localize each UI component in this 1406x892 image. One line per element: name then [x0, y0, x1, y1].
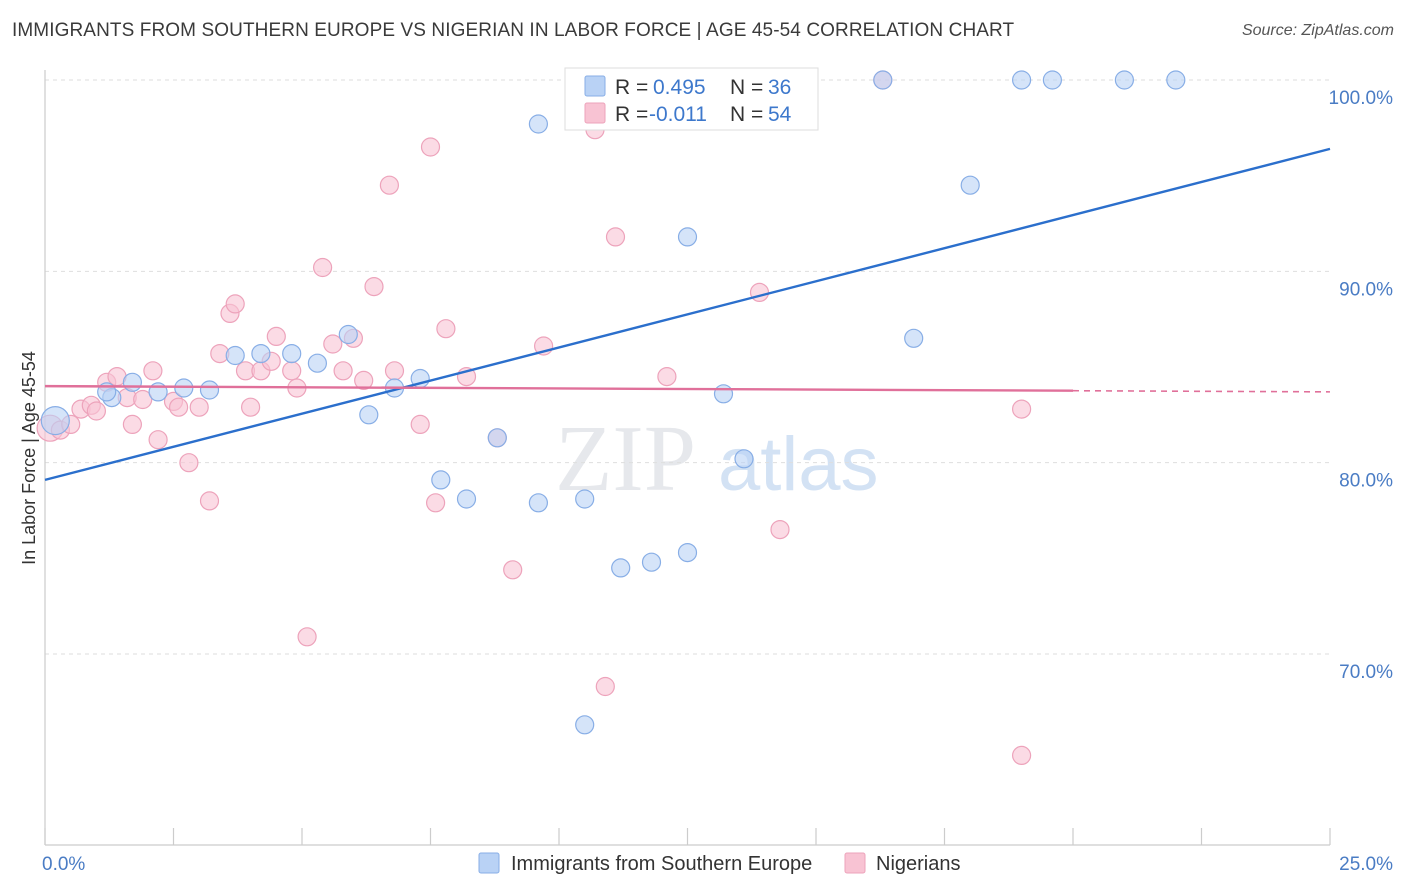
- nigerian-point-46: [595, 676, 615, 697]
- southern-europe-point-34: [1166, 70, 1186, 90]
- nigerian-point-52: [1011, 399, 1032, 419]
- stats-r-label-2: R =: [615, 103, 648, 126]
- y-tick-label-80: 80.0%: [1339, 471, 1393, 492]
- nigerian-point-30: [323, 334, 343, 354]
- nigerian-point-49: [749, 282, 770, 302]
- southern-europe-point-15: [431, 470, 451, 490]
- nigerian-point-5: [86, 401, 107, 421]
- stats-n-label-1: N =: [730, 76, 763, 99]
- legend-label-southern-europe: Immigrants from Southern Europe: [511, 853, 812, 875]
- chart-title: IMMIGRANTS FROM SOUTHERN EUROPE VS NIGER…: [12, 20, 1015, 41]
- trend-line-nigerians: [44, 384, 1074, 392]
- stats-r-label-1: R =: [615, 76, 648, 99]
- y-tick-label-70: 70.0%: [1339, 662, 1393, 683]
- southern-europe-point-12: [359, 405, 379, 425]
- southern-europe-point-26: [734, 449, 754, 469]
- nigerian-point-25: [266, 326, 286, 346]
- y-tick-label-90: 90.0%: [1339, 279, 1393, 300]
- x-tick-label-min: 0.0%: [42, 854, 85, 875]
- nigerian-point-14: [169, 397, 189, 417]
- nigerian-point-9: [122, 414, 142, 434]
- stats-r-value-1: 0.495: [653, 76, 706, 99]
- nigerian-point-34: [364, 277, 384, 297]
- southern-europe-point-23: [677, 227, 698, 247]
- legend-swatch-nigerians: [844, 852, 866, 874]
- southern-europe-point-29: [904, 328, 924, 348]
- nigerian-point-39: [426, 493, 446, 513]
- stats-n-label-2: N =: [730, 103, 763, 126]
- southern-europe-point-8: [251, 344, 271, 364]
- southern-europe-point-16: [456, 489, 477, 509]
- y-tick-labels: 70.0% 80.0% 90.0% 100.0%: [1329, 88, 1394, 683]
- legend-label-nigerians: Nigerians: [876, 853, 960, 875]
- southern-europe-point-31: [1011, 70, 1032, 90]
- stats-r-value-2: -0.011: [649, 103, 707, 126]
- southern-europe-point-18: [528, 114, 549, 134]
- trend-lines: [44, 147, 1331, 482]
- southern-europe-point-6: [199, 380, 220, 400]
- southern-europe-point-22: [641, 552, 662, 572]
- southern-europe-point-20: [575, 489, 595, 509]
- trend-line-southern-europe: [44, 147, 1331, 482]
- southern-europe-point-9: [282, 344, 302, 364]
- southern-europe-point-30: [960, 175, 980, 195]
- trend-line-nigerians-extrapolated: [1072, 389, 1331, 393]
- x-axis-ticks: [44, 828, 1331, 845]
- x-tick-label-max: 25.0%: [1339, 854, 1393, 875]
- southern-europe-point-10: [307, 353, 327, 373]
- stats-swatch-blue: [584, 75, 606, 97]
- southern-europe-point-0: [40, 406, 70, 436]
- southern-europe-point-21: [611, 558, 631, 578]
- southern-europe-point-11: [338, 324, 358, 345]
- nigerian-point-47: [605, 227, 626, 247]
- stats-n-value-1: 36: [768, 76, 791, 99]
- bottom-legend: Immigrants from Southern Europe Nigerian…: [478, 852, 960, 875]
- nigerian-point-16: [189, 397, 209, 417]
- southern-europe-point-28: [873, 70, 893, 90]
- nigerian-point-38: [420, 137, 441, 157]
- southern-europe-point-17: [487, 428, 507, 448]
- nigerian-point-26: [282, 361, 302, 381]
- nigerian-point-29: [313, 257, 333, 278]
- nigerian-point-43: [503, 560, 523, 580]
- southern-europe-point-35: [575, 715, 595, 735]
- southern-europe-point-19: [528, 493, 549, 513]
- stats-legend-box: R = 0.495 N = 36 R = -0.011 N = 54: [564, 67, 819, 131]
- southern-europe-point-7: [225, 345, 245, 366]
- nigerian-point-10: [133, 389, 153, 410]
- nigerian-point-35: [379, 175, 399, 195]
- nigerian-point-28: [297, 627, 317, 647]
- nigerian-point-37: [410, 414, 430, 434]
- nigerian-point-53: [1011, 745, 1032, 766]
- nigerian-point-17: [199, 491, 220, 511]
- watermark: ZIP atlas: [555, 407, 879, 511]
- nigerian-point-20: [225, 294, 245, 314]
- nigerian-point-48: [657, 367, 677, 387]
- nigerian-point-12: [148, 430, 168, 450]
- nigerian-point-36: [384, 361, 405, 381]
- nigerian-point-50: [770, 519, 790, 540]
- southern-europe-point-25: [713, 384, 734, 404]
- nigerian-point-22: [241, 397, 261, 417]
- y-axis-title: In Labor Force | Age 45-54: [19, 351, 39, 565]
- stats-swatch-pink: [584, 102, 606, 124]
- legend-swatch-southern-europe: [478, 852, 500, 874]
- nigerian-point-15: [179, 453, 199, 473]
- southern-europe-point-33: [1114, 70, 1135, 90]
- source-credit: Source: ZipAtlas.com: [1241, 22, 1394, 39]
- southern-europe-point-3: [122, 372, 142, 392]
- southern-europe-point-5: [174, 378, 194, 398]
- southern-europe-point-32: [1042, 70, 1063, 90]
- nigerian-point-11: [143, 361, 163, 381]
- y-tick-label-100: 100.0%: [1329, 88, 1394, 109]
- nigerian-point-40: [436, 319, 456, 339]
- southern-europe-point-24: [677, 542, 698, 563]
- series-nigerians: [36, 70, 1032, 766]
- nigerian-point-31: [333, 361, 353, 381]
- stats-n-value-2: 54: [768, 103, 792, 126]
- series-southern-europe: [40, 70, 1186, 735]
- nigerian-point-33: [354, 370, 374, 390]
